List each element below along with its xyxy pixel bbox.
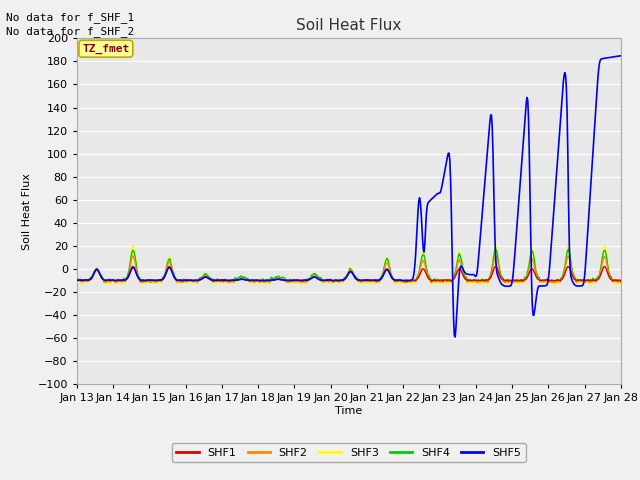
SHF3 xyxy=(223,279,231,285)
SHF1 xyxy=(195,277,202,283)
Text: TZ_fmet: TZ_fmet xyxy=(82,44,129,54)
SHF3 xyxy=(433,279,440,285)
SHF1 xyxy=(431,277,439,283)
SHF2 xyxy=(83,278,90,284)
SHF2 xyxy=(223,278,231,284)
SHF1 xyxy=(416,272,424,278)
SHF2 xyxy=(73,278,81,284)
SHF2 xyxy=(195,278,202,284)
SHF1 xyxy=(223,277,231,283)
Text: No data for f_SHF_1: No data for f_SHF_1 xyxy=(6,12,134,23)
SHF5 xyxy=(451,334,459,340)
Line: SHF1: SHF1 xyxy=(77,266,621,281)
Title: Soil Heat Flux: Soil Heat Flux xyxy=(296,18,401,33)
SHF3 xyxy=(140,280,147,286)
X-axis label: Time: Time xyxy=(335,406,362,416)
SHF2 xyxy=(140,279,147,285)
SHF2 xyxy=(129,253,136,259)
SHF5 xyxy=(617,53,625,59)
SHF2 xyxy=(433,278,440,284)
SHF4 xyxy=(564,246,572,252)
SHF4 xyxy=(415,270,422,276)
SHF2 xyxy=(401,280,409,286)
SHF5 xyxy=(415,198,422,204)
SHF4 xyxy=(139,277,147,283)
SHF5 xyxy=(73,277,81,283)
SHF5 xyxy=(139,277,147,283)
SHF1 xyxy=(617,278,625,284)
SHF5 xyxy=(431,193,438,199)
Y-axis label: Soil Heat Flux: Soil Heat Flux xyxy=(22,173,32,250)
SHF1 xyxy=(73,277,81,283)
SHF1 xyxy=(439,278,447,284)
SHF3 xyxy=(408,281,415,287)
SHF2 xyxy=(417,266,424,272)
SHF5 xyxy=(194,277,202,283)
SHF4 xyxy=(427,279,435,285)
SHF3 xyxy=(129,243,136,249)
Legend: SHF1, SHF2, SHF3, SHF4, SHF5: SHF1, SHF2, SHF3, SHF4, SHF5 xyxy=(172,443,525,462)
SHF4 xyxy=(617,279,625,285)
SHF1 xyxy=(139,278,147,284)
SHF2 xyxy=(617,279,625,285)
SHF3 xyxy=(617,281,625,287)
SHF4 xyxy=(194,277,202,283)
SHF5 xyxy=(223,277,230,283)
SHF3 xyxy=(417,262,424,268)
SHF3 xyxy=(73,279,81,285)
SHF3 xyxy=(83,280,90,286)
Line: SHF5: SHF5 xyxy=(77,56,621,337)
SHF1 xyxy=(83,277,90,283)
SHF5 xyxy=(83,277,90,283)
Line: SHF2: SHF2 xyxy=(77,256,621,283)
Line: SHF3: SHF3 xyxy=(77,246,621,284)
SHF4 xyxy=(83,277,90,283)
SHF4 xyxy=(431,278,439,284)
Text: No data for f_SHF_2: No data for f_SHF_2 xyxy=(6,26,134,37)
Line: SHF4: SHF4 xyxy=(77,249,621,282)
SHF4 xyxy=(73,276,81,282)
SHF1 xyxy=(165,264,173,269)
SHF4 xyxy=(223,278,230,284)
SHF3 xyxy=(195,277,202,283)
